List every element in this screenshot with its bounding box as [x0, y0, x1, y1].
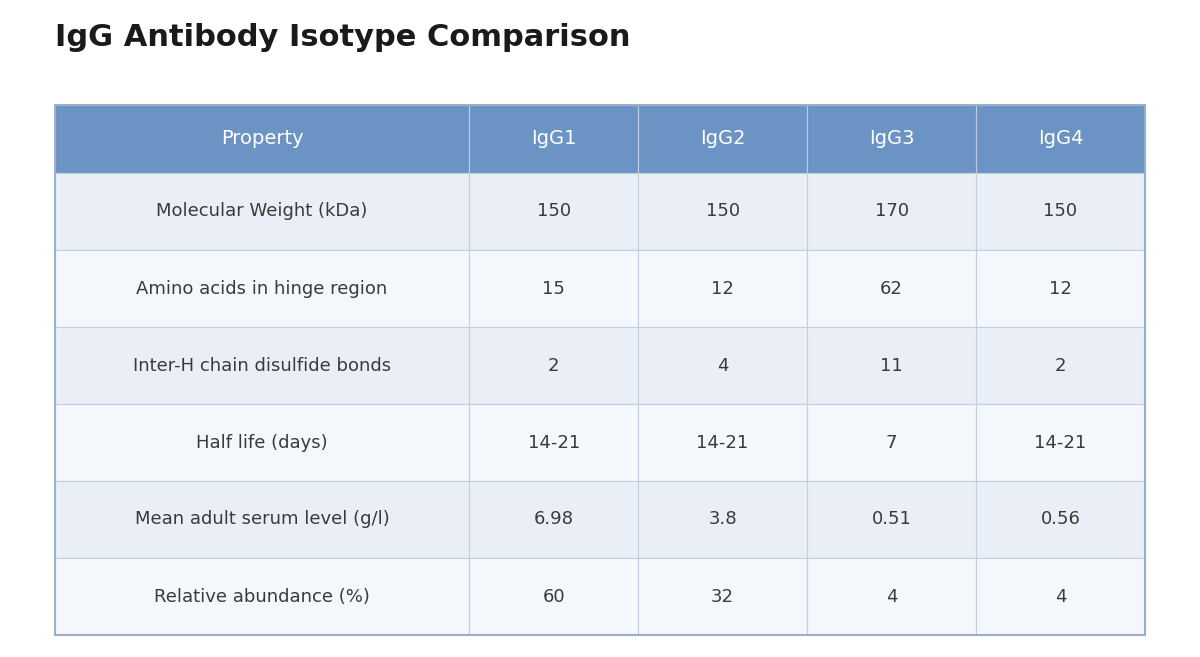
Text: Inter-H chain disulfide bonds: Inter-H chain disulfide bonds: [133, 357, 391, 374]
Text: 62: 62: [880, 279, 904, 298]
Text: 11: 11: [881, 357, 902, 374]
Text: Relative abundance (%): Relative abundance (%): [154, 587, 370, 606]
Text: 6.98: 6.98: [534, 510, 574, 528]
Text: IgG1: IgG1: [530, 129, 576, 148]
Text: 150: 150: [706, 202, 739, 221]
Text: 14-21: 14-21: [696, 434, 749, 451]
Text: 4: 4: [716, 357, 728, 374]
Text: 2: 2: [548, 357, 559, 374]
Text: 14-21: 14-21: [528, 434, 580, 451]
Text: 7: 7: [886, 434, 898, 451]
Text: 14-21: 14-21: [1034, 434, 1087, 451]
Text: 0.51: 0.51: [871, 510, 912, 528]
Text: IgG3: IgG3: [869, 129, 914, 148]
Text: 0.56: 0.56: [1040, 510, 1080, 528]
Text: Half life (days): Half life (days): [197, 434, 328, 451]
Text: 2: 2: [1055, 357, 1067, 374]
Text: Property: Property: [221, 129, 304, 148]
Text: 150: 150: [536, 202, 571, 221]
Text: 150: 150: [1044, 202, 1078, 221]
Text: 12: 12: [712, 279, 734, 298]
Text: 3.8: 3.8: [708, 510, 737, 528]
Text: IgG Antibody Isotype Comparison: IgG Antibody Isotype Comparison: [55, 24, 630, 53]
Text: 170: 170: [875, 202, 908, 221]
Text: 4: 4: [1055, 587, 1067, 606]
Text: 32: 32: [712, 587, 734, 606]
Text: 4: 4: [886, 587, 898, 606]
Text: IgG4: IgG4: [1038, 129, 1084, 148]
Text: Molecular Weight (kDa): Molecular Weight (kDa): [156, 202, 367, 221]
Text: Amino acids in hinge region: Amino acids in hinge region: [137, 279, 388, 298]
Text: Mean adult serum level (g/l): Mean adult serum level (g/l): [134, 510, 390, 528]
Text: 60: 60: [542, 587, 565, 606]
Text: 15: 15: [542, 279, 565, 298]
Text: IgG2: IgG2: [700, 129, 745, 148]
Text: 12: 12: [1049, 279, 1072, 298]
